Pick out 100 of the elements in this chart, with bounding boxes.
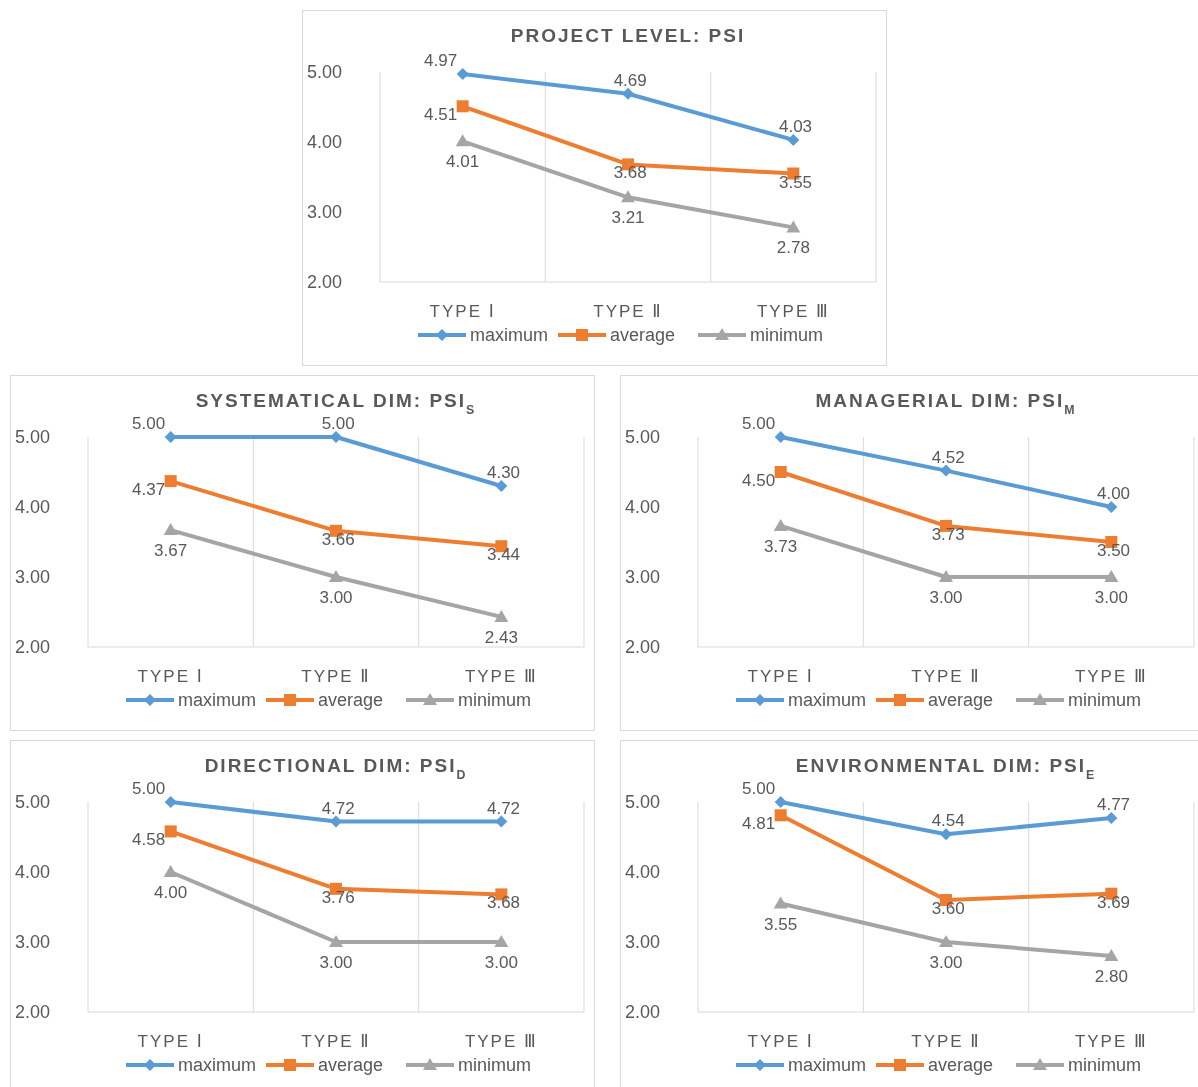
point — [164, 796, 177, 808]
x-tick-label: TYPE Ⅰ — [747, 667, 814, 686]
point — [495, 480, 508, 492]
data-label: 4.97 — [424, 51, 458, 71]
point — [456, 100, 469, 113]
point — [939, 570, 953, 582]
point — [940, 464, 952, 477]
x-tick-label: TYPE Ⅰ — [137, 1032, 204, 1051]
point — [622, 87, 634, 100]
data-label: 3.21 — [611, 208, 645, 228]
y-tick-label: 2.00 — [14, 1002, 50, 1023]
y-tick-label: 2.00 — [306, 272, 342, 293]
data-label: 3.69 — [1096, 892, 1131, 912]
y-tick-label: 4.00 — [624, 862, 660, 883]
x-tick-label: TYPE Ⅲ — [464, 1032, 538, 1051]
data-label: 3.44 — [486, 545, 521, 565]
data-label: 4.69 — [613, 70, 647, 90]
legend-label: average — [928, 690, 994, 711]
data-label: 3.67 — [154, 541, 188, 561]
point — [621, 190, 635, 203]
y-tick-label: 4.00 — [14, 497, 50, 518]
data-label: 3.00 — [929, 588, 963, 607]
y-tick-label: 4.00 — [14, 862, 50, 883]
data-label: 4.50 — [742, 471, 776, 490]
legend-label: average — [610, 325, 676, 346]
legend-label: minimum — [458, 1055, 532, 1076]
legend-label: maximum — [178, 1055, 257, 1076]
x-tick-label: TYPE Ⅱ — [301, 1032, 371, 1051]
point — [456, 68, 469, 81]
data-label: 5.00 — [132, 779, 166, 798]
data-label: 3.55 — [764, 914, 798, 934]
point — [494, 609, 509, 622]
y-tick-label: 3.00 — [14, 567, 50, 588]
point — [330, 815, 342, 828]
point — [786, 220, 801, 233]
point — [1105, 812, 1118, 825]
data-label: 3.76 — [321, 887, 355, 907]
legend-label: maximum — [788, 1055, 867, 1076]
data-label: 4.01 — [446, 152, 480, 172]
legend-label: average — [318, 1055, 384, 1076]
y-tick-label: 3.00 — [14, 932, 50, 953]
y-tick-label: 5.00 — [624, 792, 660, 813]
x-tick-label: TYPE Ⅲ — [756, 302, 830, 321]
data-label: 4.77 — [1096, 795, 1131, 815]
x-tick-label: TYPE Ⅱ — [301, 667, 371, 686]
point — [329, 570, 343, 582]
x-tick-label: TYPE Ⅱ — [911, 1032, 981, 1051]
data-label: 3.73 — [931, 524, 965, 544]
data-label: 2.80 — [1094, 967, 1128, 986]
data-label: 3.00 — [929, 953, 963, 972]
chart-title: MANAGERIAL DIM: PSI$_{M}$ — [815, 390, 1077, 417]
point — [1105, 501, 1118, 513]
point — [774, 431, 787, 443]
x-tick-label: TYPE Ⅰ — [429, 302, 496, 321]
data-label: 4.81 — [742, 814, 776, 834]
y-tick-label: 3.00 — [306, 202, 342, 223]
legend-label: maximum — [178, 690, 257, 711]
legend-label: maximum — [788, 690, 867, 711]
point — [163, 523, 178, 536]
point — [773, 896, 788, 909]
data-label: 4.58 — [132, 830, 166, 850]
data-label: 3.60 — [931, 899, 965, 918]
legend-label: average — [928, 1055, 994, 1076]
y-tick-label: 2.00 — [14, 637, 50, 658]
chart-title: SYSTEMATICAL DIM: PSI$_{S}$ — [195, 390, 477, 417]
y-tick-label: 2.00 — [624, 1002, 660, 1023]
x-tick-label: TYPE Ⅲ — [1074, 1032, 1148, 1051]
y-tick-label: 3.00 — [624, 932, 660, 953]
point — [939, 935, 953, 947]
y-tick-label: 3.00 — [624, 567, 660, 588]
y-tick-label: 4.00 — [306, 132, 342, 153]
data-label: 4.37 — [132, 480, 166, 500]
data-label: 5.00 — [742, 414, 776, 433]
point — [329, 935, 343, 947]
x-tick-label: TYPE Ⅰ — [747, 1032, 814, 1051]
data-label: 3.73 — [764, 536, 798, 556]
x-tick-label: TYPE Ⅲ — [1074, 667, 1148, 686]
data-label: 4.00 — [1096, 484, 1131, 503]
legend-label: maximum — [470, 325, 549, 346]
point — [774, 796, 787, 808]
data-label: 4.00 — [154, 883, 188, 902]
point — [940, 828, 952, 841]
point — [494, 935, 509, 947]
data-label: 2.78 — [776, 238, 810, 258]
data-label: 2.43 — [484, 627, 518, 647]
data-label: 4.30 — [486, 463, 521, 482]
point — [1104, 949, 1119, 961]
data-label: 3.50 — [1096, 541, 1131, 560]
data-label: 3.68 — [486, 893, 521, 913]
data-label: 5.00 — [321, 414, 355, 433]
point — [455, 134, 470, 147]
data-label: 5.00 — [742, 779, 776, 798]
y-tick-label: 2.00 — [624, 637, 660, 658]
data-label: 4.52 — [931, 447, 965, 467]
x-tick-label: TYPE Ⅲ — [464, 667, 538, 686]
point — [774, 809, 787, 822]
data-label: 3.68 — [613, 163, 647, 183]
data-label: 4.51 — [424, 105, 458, 125]
y-tick-label: 5.00 — [14, 427, 50, 448]
data-label: 3.55 — [778, 172, 813, 192]
